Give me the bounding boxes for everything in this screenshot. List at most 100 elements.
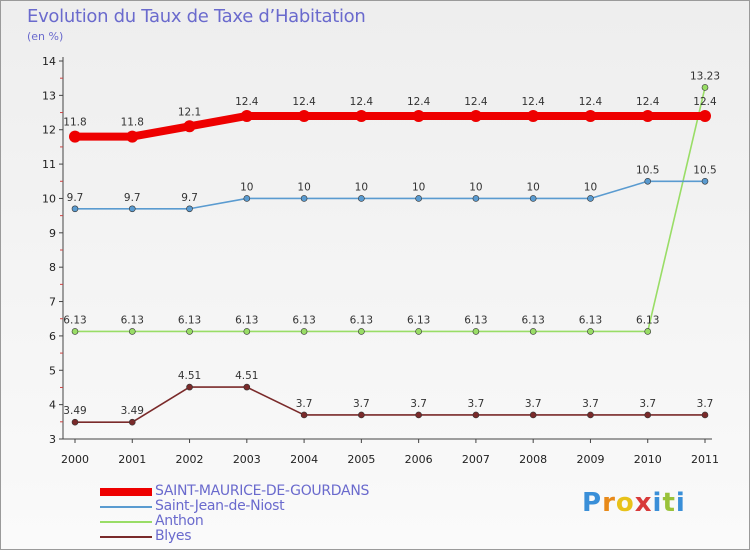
data-label: 12.4: [464, 96, 488, 108]
x-tick-label: 2004: [290, 453, 318, 466]
x-tick-label: 2009: [576, 453, 604, 466]
data-label: 6.13: [636, 314, 659, 326]
legend-label: Anthon: [155, 513, 204, 529]
data-label: 6.13: [121, 314, 144, 326]
data-label: 10.5: [636, 164, 659, 176]
data-label: 6.13: [178, 314, 201, 326]
data-label: 6.13: [63, 314, 86, 326]
data-label: 6.13: [521, 314, 544, 326]
data-point: [300, 195, 308, 202]
data-point: [358, 411, 365, 419]
x-tick-label: 2010: [634, 453, 662, 466]
data-point: [644, 328, 652, 335]
legend-swatch: [100, 506, 152, 508]
x-tick-label: 2006: [405, 453, 433, 466]
data-point: [243, 383, 251, 391]
series-line-0: [71, 111, 709, 141]
data-point: [298, 109, 311, 122]
data-point: [699, 109, 711, 122]
series-line-3: [74, 386, 706, 423]
data-point: [527, 109, 540, 122]
logo-letter: t: [662, 488, 676, 518]
legend-item-anthon: Anthon: [100, 513, 440, 531]
y-tick-label: 9: [49, 227, 56, 240]
series-line-2: [74, 86, 706, 333]
y-tick-label: 11: [42, 158, 56, 171]
x-tick-label: 2008: [519, 453, 547, 466]
data-label: 12.4: [693, 96, 717, 108]
data-point: [71, 205, 79, 213]
data-point: [415, 411, 422, 419]
data-label: 10: [412, 181, 425, 193]
data-label: 3.7: [296, 398, 313, 410]
data-point: [472, 195, 480, 202]
data-point: [701, 84, 709, 91]
logo-letter: x: [634, 488, 653, 518]
data-label: 10: [526, 181, 539, 193]
data-label: 10: [355, 181, 368, 193]
data-point: [469, 109, 482, 122]
data-label: 9.7: [67, 192, 84, 204]
data-point: [587, 411, 594, 419]
legend-item-saint-jean: Saint-Jean-de-Niost: [100, 498, 440, 516]
data-label: 3.49: [63, 405, 86, 417]
data-point: [243, 328, 251, 335]
data-point: [71, 328, 79, 335]
data-label: 12.4: [292, 96, 316, 108]
data-label: 3.7: [697, 398, 714, 410]
logo-letter: o: [615, 488, 635, 518]
data-point: [186, 328, 193, 335]
data-point: [186, 205, 193, 213]
x-tick-label: 2007: [462, 453, 490, 466]
legend-swatch: [100, 488, 152, 496]
data-label: 6.13: [464, 314, 487, 326]
data-label: 12.4: [235, 96, 259, 108]
data-label: 9.7: [124, 192, 141, 204]
data-label: 12.4: [579, 96, 603, 108]
data-point: [183, 120, 196, 133]
data-point: [358, 195, 365, 202]
data-label: 3.49: [121, 405, 144, 417]
data-point: [69, 130, 81, 143]
y-tick-label: 12: [42, 124, 56, 137]
data-point: [644, 177, 652, 185]
data-label: 3.7: [525, 398, 542, 410]
data-point: [644, 411, 652, 419]
data-point: [240, 109, 253, 122]
data-point: [584, 109, 597, 122]
y-tick-label: 3: [49, 433, 56, 446]
data-label: 13.23: [690, 70, 720, 82]
x-tick-label: 2003: [233, 453, 261, 466]
data-point: [701, 177, 709, 185]
legend-swatch: [100, 536, 152, 538]
series-line-1: [74, 180, 706, 210]
data-point: [126, 130, 139, 143]
data-label: 12.4: [350, 96, 374, 108]
data-label: 12.4: [407, 96, 431, 108]
data-label: 12.4: [636, 96, 660, 108]
data-point: [128, 418, 136, 426]
data-label: 10.5: [693, 164, 716, 176]
data-label: 3.7: [639, 398, 656, 410]
logo-letter: i: [652, 488, 663, 518]
data-point: [415, 328, 422, 335]
data-label: 4.51: [178, 370, 201, 382]
data-point: [472, 411, 480, 419]
x-tick-label: 2005: [347, 453, 375, 466]
data-point: [529, 195, 537, 202]
data-point: [587, 328, 594, 335]
y-tick-label: 4: [49, 399, 56, 412]
data-point: [415, 195, 422, 202]
x-tick-label: 2011: [691, 453, 719, 466]
data-point: [641, 109, 654, 122]
y-tick-label: 5: [49, 364, 56, 377]
data-label: 10: [240, 181, 253, 193]
data-label: 3.7: [582, 398, 599, 410]
y-tick-label: 10: [42, 192, 56, 205]
y-tick-label: 8: [49, 261, 56, 274]
data-point: [472, 328, 480, 335]
y-tick-label: 13: [42, 89, 56, 102]
data-label: 10: [469, 181, 482, 193]
data-point: [529, 411, 537, 419]
data-point: [71, 418, 79, 426]
